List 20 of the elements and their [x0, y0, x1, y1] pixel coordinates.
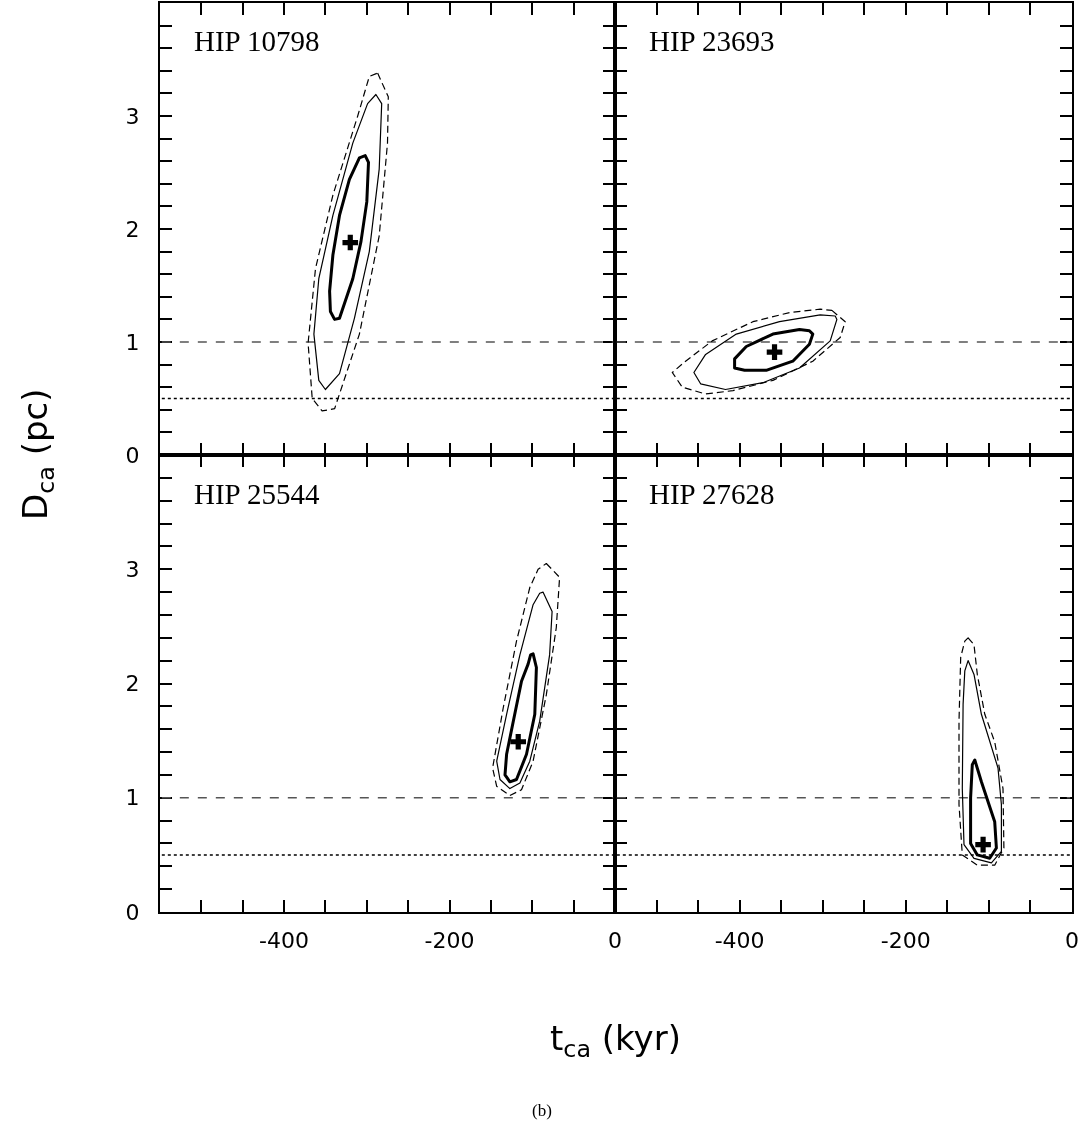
x-tick-label: -400: [714, 928, 765, 954]
y-tick-label: 2: [125, 671, 140, 697]
x-tick-label: -400: [259, 928, 310, 954]
text: HIP 23693: [649, 25, 775, 57]
y-tick-label: 1: [125, 329, 140, 355]
x-axis-title: t$_{ca}$ (kyr): [550, 1018, 681, 1064]
text: HIP 25544: [194, 478, 320, 510]
x-tick-label: -200: [424, 928, 475, 954]
y-tick-label: 3: [125, 103, 140, 129]
y-tick-label: 1: [125, 785, 140, 811]
x-tick-label: 0: [608, 928, 622, 954]
text: HIP 10798: [194, 25, 320, 57]
y-tick-label: 2: [125, 216, 140, 242]
y-tick-label: 0: [125, 442, 140, 468]
y-tick-label: 3: [125, 556, 140, 582]
x-tick-label: -200: [880, 928, 931, 954]
y-tick-label: 0: [125, 899, 140, 925]
text: (b): [532, 1101, 552, 1120]
x-tick-label: 0: [1065, 928, 1079, 954]
text: HIP 27628: [649, 478, 775, 510]
